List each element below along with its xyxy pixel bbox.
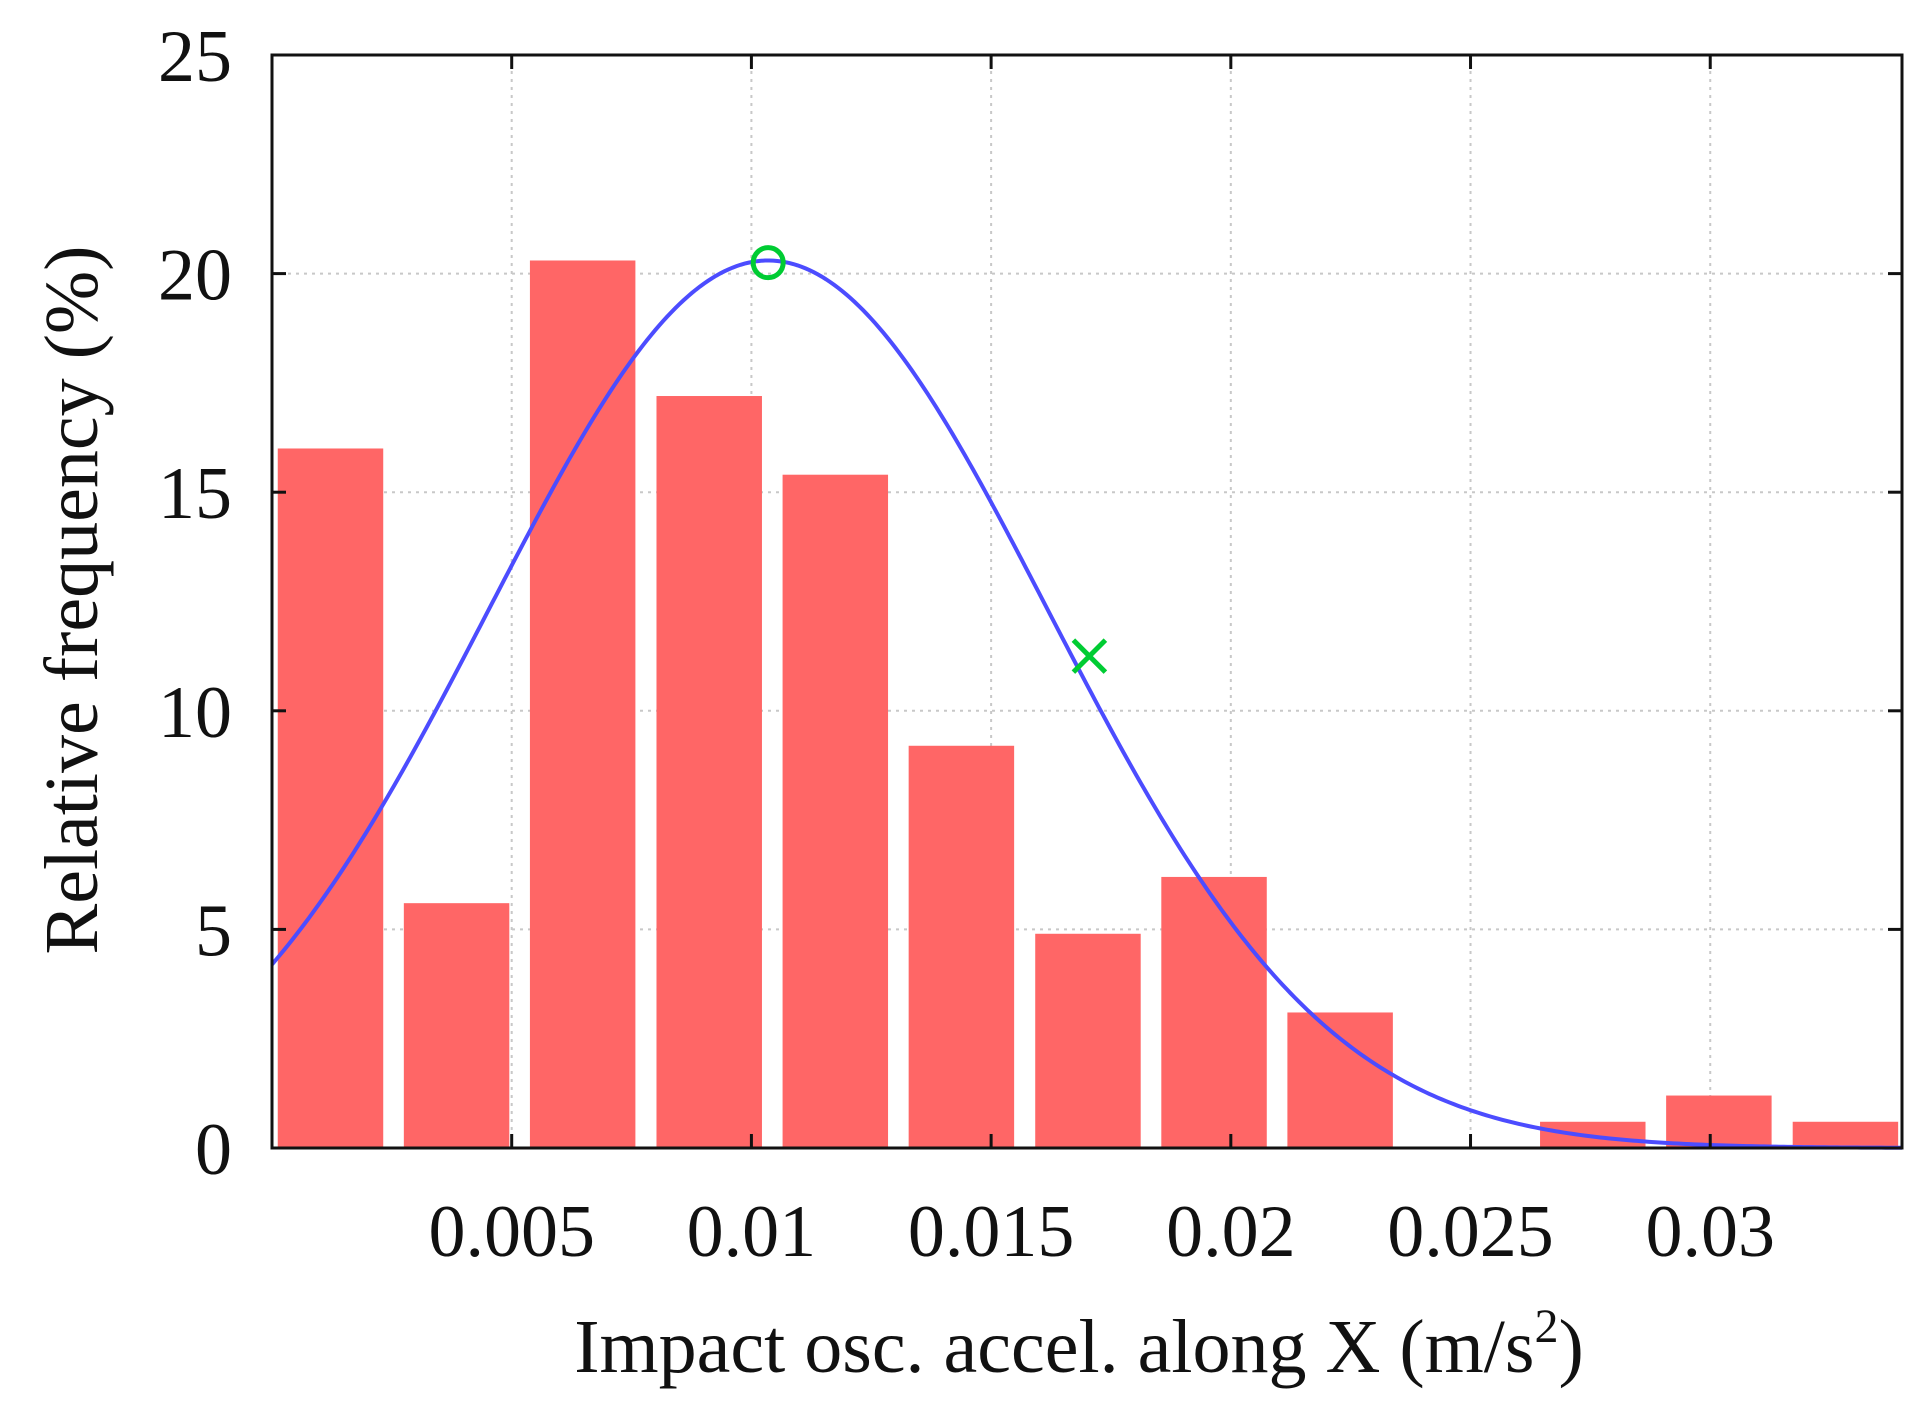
y-tick-label: 20 bbox=[158, 235, 232, 317]
x-axis-title-main: Impact osc. accel. along X (m/s bbox=[574, 1305, 1534, 1389]
x-tick-label: 0.025 bbox=[1387, 1191, 1554, 1273]
histogram-bar bbox=[1666, 1095, 1772, 1148]
peak-circle-marker bbox=[750, 245, 786, 281]
y-tick-label: 15 bbox=[158, 453, 232, 535]
y-tick-label: 25 bbox=[158, 16, 232, 98]
cross-marker-stroke bbox=[1071, 638, 1108, 674]
x-axis-title-superscript: 2 bbox=[1534, 1300, 1558, 1353]
y-tick-label: 5 bbox=[195, 890, 232, 972]
x-tick-label: 0.01 bbox=[687, 1191, 817, 1273]
curve-layer bbox=[270, 258, 1903, 1150]
histogram-bar bbox=[1035, 933, 1141, 1148]
histogram-bar bbox=[1792, 1121, 1899, 1148]
x-tick-label: 0.015 bbox=[908, 1191, 1075, 1273]
histogram-bar bbox=[782, 474, 889, 1148]
histogram-bar bbox=[1287, 1012, 1393, 1148]
histogram-bar bbox=[908, 745, 1015, 1148]
plot-frame bbox=[270, 53, 1904, 1150]
y-tick-label: 10 bbox=[158, 672, 232, 754]
x-tick-label: 0.03 bbox=[1645, 1191, 1775, 1273]
ticks: 0.005 0.01 0.015 0.02 0.025 0.03 0 5 10 15 20 25 bbox=[158, 16, 1902, 1273]
histogram-bar bbox=[529, 260, 636, 1148]
x-axis-title: Impact osc. accel. along X (m/s2) bbox=[574, 1300, 1584, 1389]
y-tick-label: 0 bbox=[195, 1109, 232, 1191]
histogram-bar bbox=[403, 903, 510, 1148]
x-tick-label: 0.005 bbox=[428, 1191, 595, 1273]
markers bbox=[750, 245, 1108, 674]
y-axis-title: Relative frequency (%) bbox=[30, 246, 114, 955]
x-axis-title-suffix: ) bbox=[1558, 1305, 1583, 1389]
histogram-bar bbox=[1161, 876, 1267, 1148]
histogram-bar bbox=[277, 448, 384, 1149]
histogram-bar bbox=[656, 396, 762, 1148]
fitted-curve-line bbox=[270, 258, 1903, 1150]
x-tick-label: 0.02 bbox=[1166, 1191, 1296, 1273]
bars bbox=[277, 260, 1899, 1149]
